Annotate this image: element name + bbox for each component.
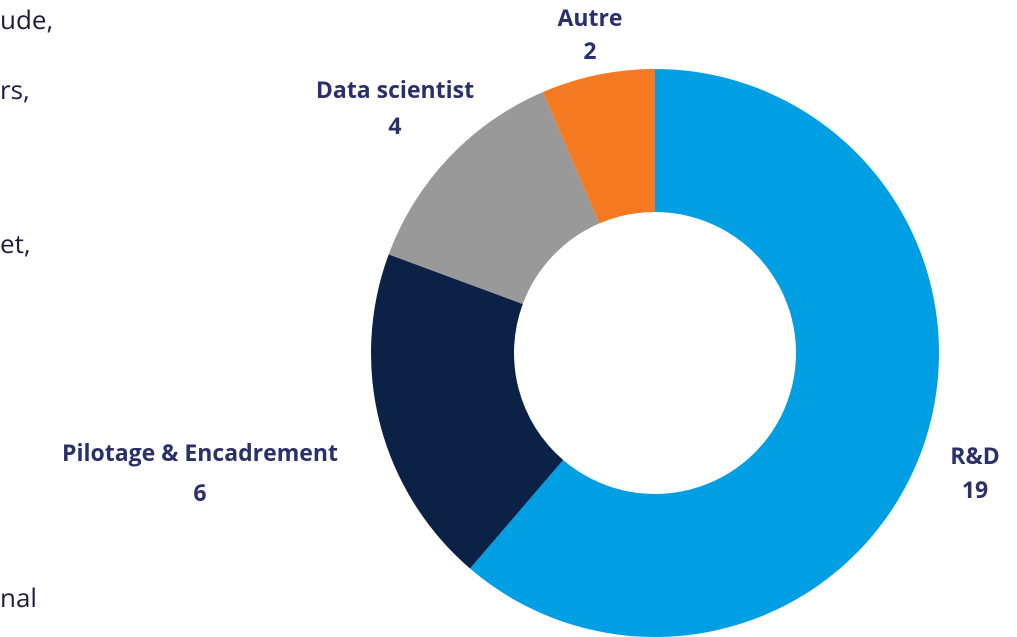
body-text: rs,: [0, 71, 30, 107]
body-text: nal: [0, 579, 37, 615]
slice-label: R&D: [950, 439, 999, 471]
slice-label: Autre: [557, 1, 622, 33]
donut-slice: [470, 69, 939, 637]
slice-value: 2: [583, 34, 596, 66]
slice-value: 19: [962, 473, 988, 505]
slice-value: 4: [388, 109, 401, 141]
donut-slice: [543, 69, 655, 224]
slice-label: Pilotage & Encadrement: [62, 436, 338, 468]
body-text: et,: [0, 225, 31, 261]
donut-slice: [371, 254, 564, 569]
donut-slice: [388, 92, 600, 305]
body-text: ude,: [0, 1, 53, 37]
slice-label: Data scientist: [316, 73, 474, 105]
slice-value: 6: [193, 476, 206, 508]
